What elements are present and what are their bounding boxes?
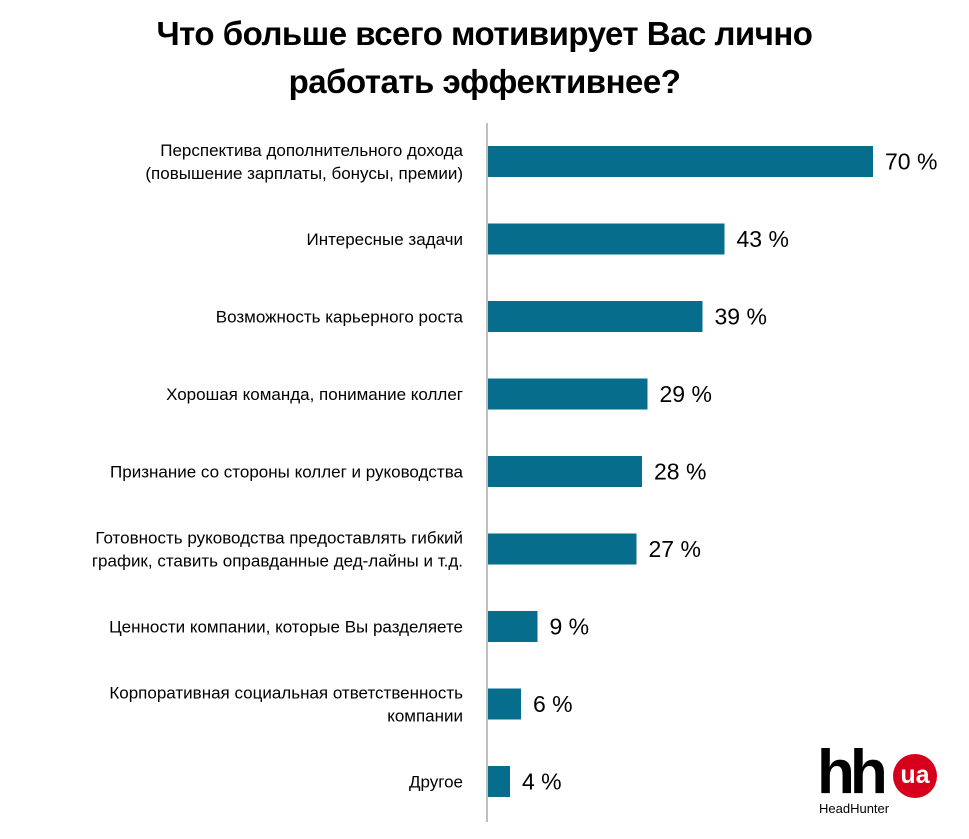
category-label: Перспектива дополнительного дохода (повыш… — [145, 141, 463, 183]
bar-value-label: 43 % — [737, 226, 789, 252]
category-label: Интересные задачи — [307, 230, 463, 249]
category-label-line: Хорошая команда, понимание коллег — [166, 385, 463, 404]
bar-value-label: 9 % — [550, 614, 590, 640]
category-label-line: Другое — [409, 773, 463, 792]
chart-title-line-1: Что больше всего мотивирует Вас лично — [156, 15, 813, 52]
category-label: Корпоративная социальная ответственность… — [109, 684, 463, 726]
bar — [488, 456, 642, 487]
category-label: Другое — [409, 773, 463, 792]
headhunter-logo: hh ua HeadHunter — [817, 738, 947, 822]
bar — [488, 301, 703, 332]
bar-value-label: 39 % — [715, 304, 767, 330]
category-label-line: Перспектива дополнительного дохода — [160, 141, 463, 160]
category-label-line: Признание со стороны коллег и руководств… — [110, 463, 463, 482]
category-label-line: Возможность карьерного роста — [216, 308, 464, 327]
logo-hh-text: hh — [817, 738, 888, 807]
bar — [488, 223, 725, 255]
category-label: Ценности компании, которые Вы разделяете — [109, 618, 463, 637]
bar — [488, 766, 510, 797]
bar — [488, 378, 648, 410]
category-label: Признание со стороны коллег и руководств… — [110, 463, 463, 482]
bar-value-label: 27 % — [649, 536, 701, 562]
logo-headhunter-text: HeadHunter — [819, 801, 890, 816]
category-label-line: Интересные задачи — [307, 230, 463, 249]
bar-value-label: 4 % — [522, 769, 562, 795]
bar-value-label: 6 % — [533, 691, 573, 717]
bar-value-label: 29 % — [660, 381, 712, 407]
chart-title: Что больше всего мотивирует Вас лично ра… — [0, 10, 969, 106]
category-label-line: график, ставить оправданные дед-лайны и … — [92, 552, 463, 571]
category-label-line: компании — [387, 707, 463, 726]
chart-title-line-2: работать эффективнее? — [288, 63, 681, 100]
category-label: Готовность руководства предоставлять гиб… — [92, 529, 463, 571]
bar — [488, 611, 538, 642]
bar-value-label: 70 % — [885, 149, 937, 175]
category-label-line: Ценности компании, которые Вы разделяете — [109, 618, 463, 637]
bar-value-label: 28 % — [654, 459, 706, 485]
category-label: Хорошая команда, понимание коллег — [166, 385, 463, 404]
logo-ua-badge: ua — [893, 754, 937, 798]
bar — [488, 146, 873, 177]
bar — [488, 688, 521, 720]
bar — [488, 533, 637, 565]
category-label-line: Готовность руководства предоставлять гиб… — [95, 529, 463, 548]
category-label: Возможность карьерного роста — [216, 308, 464, 327]
category-label-line: (повышение зарплаты, бонусы, премии) — [145, 164, 463, 183]
category-label-line: Корпоративная социальная ответственность — [109, 684, 463, 703]
